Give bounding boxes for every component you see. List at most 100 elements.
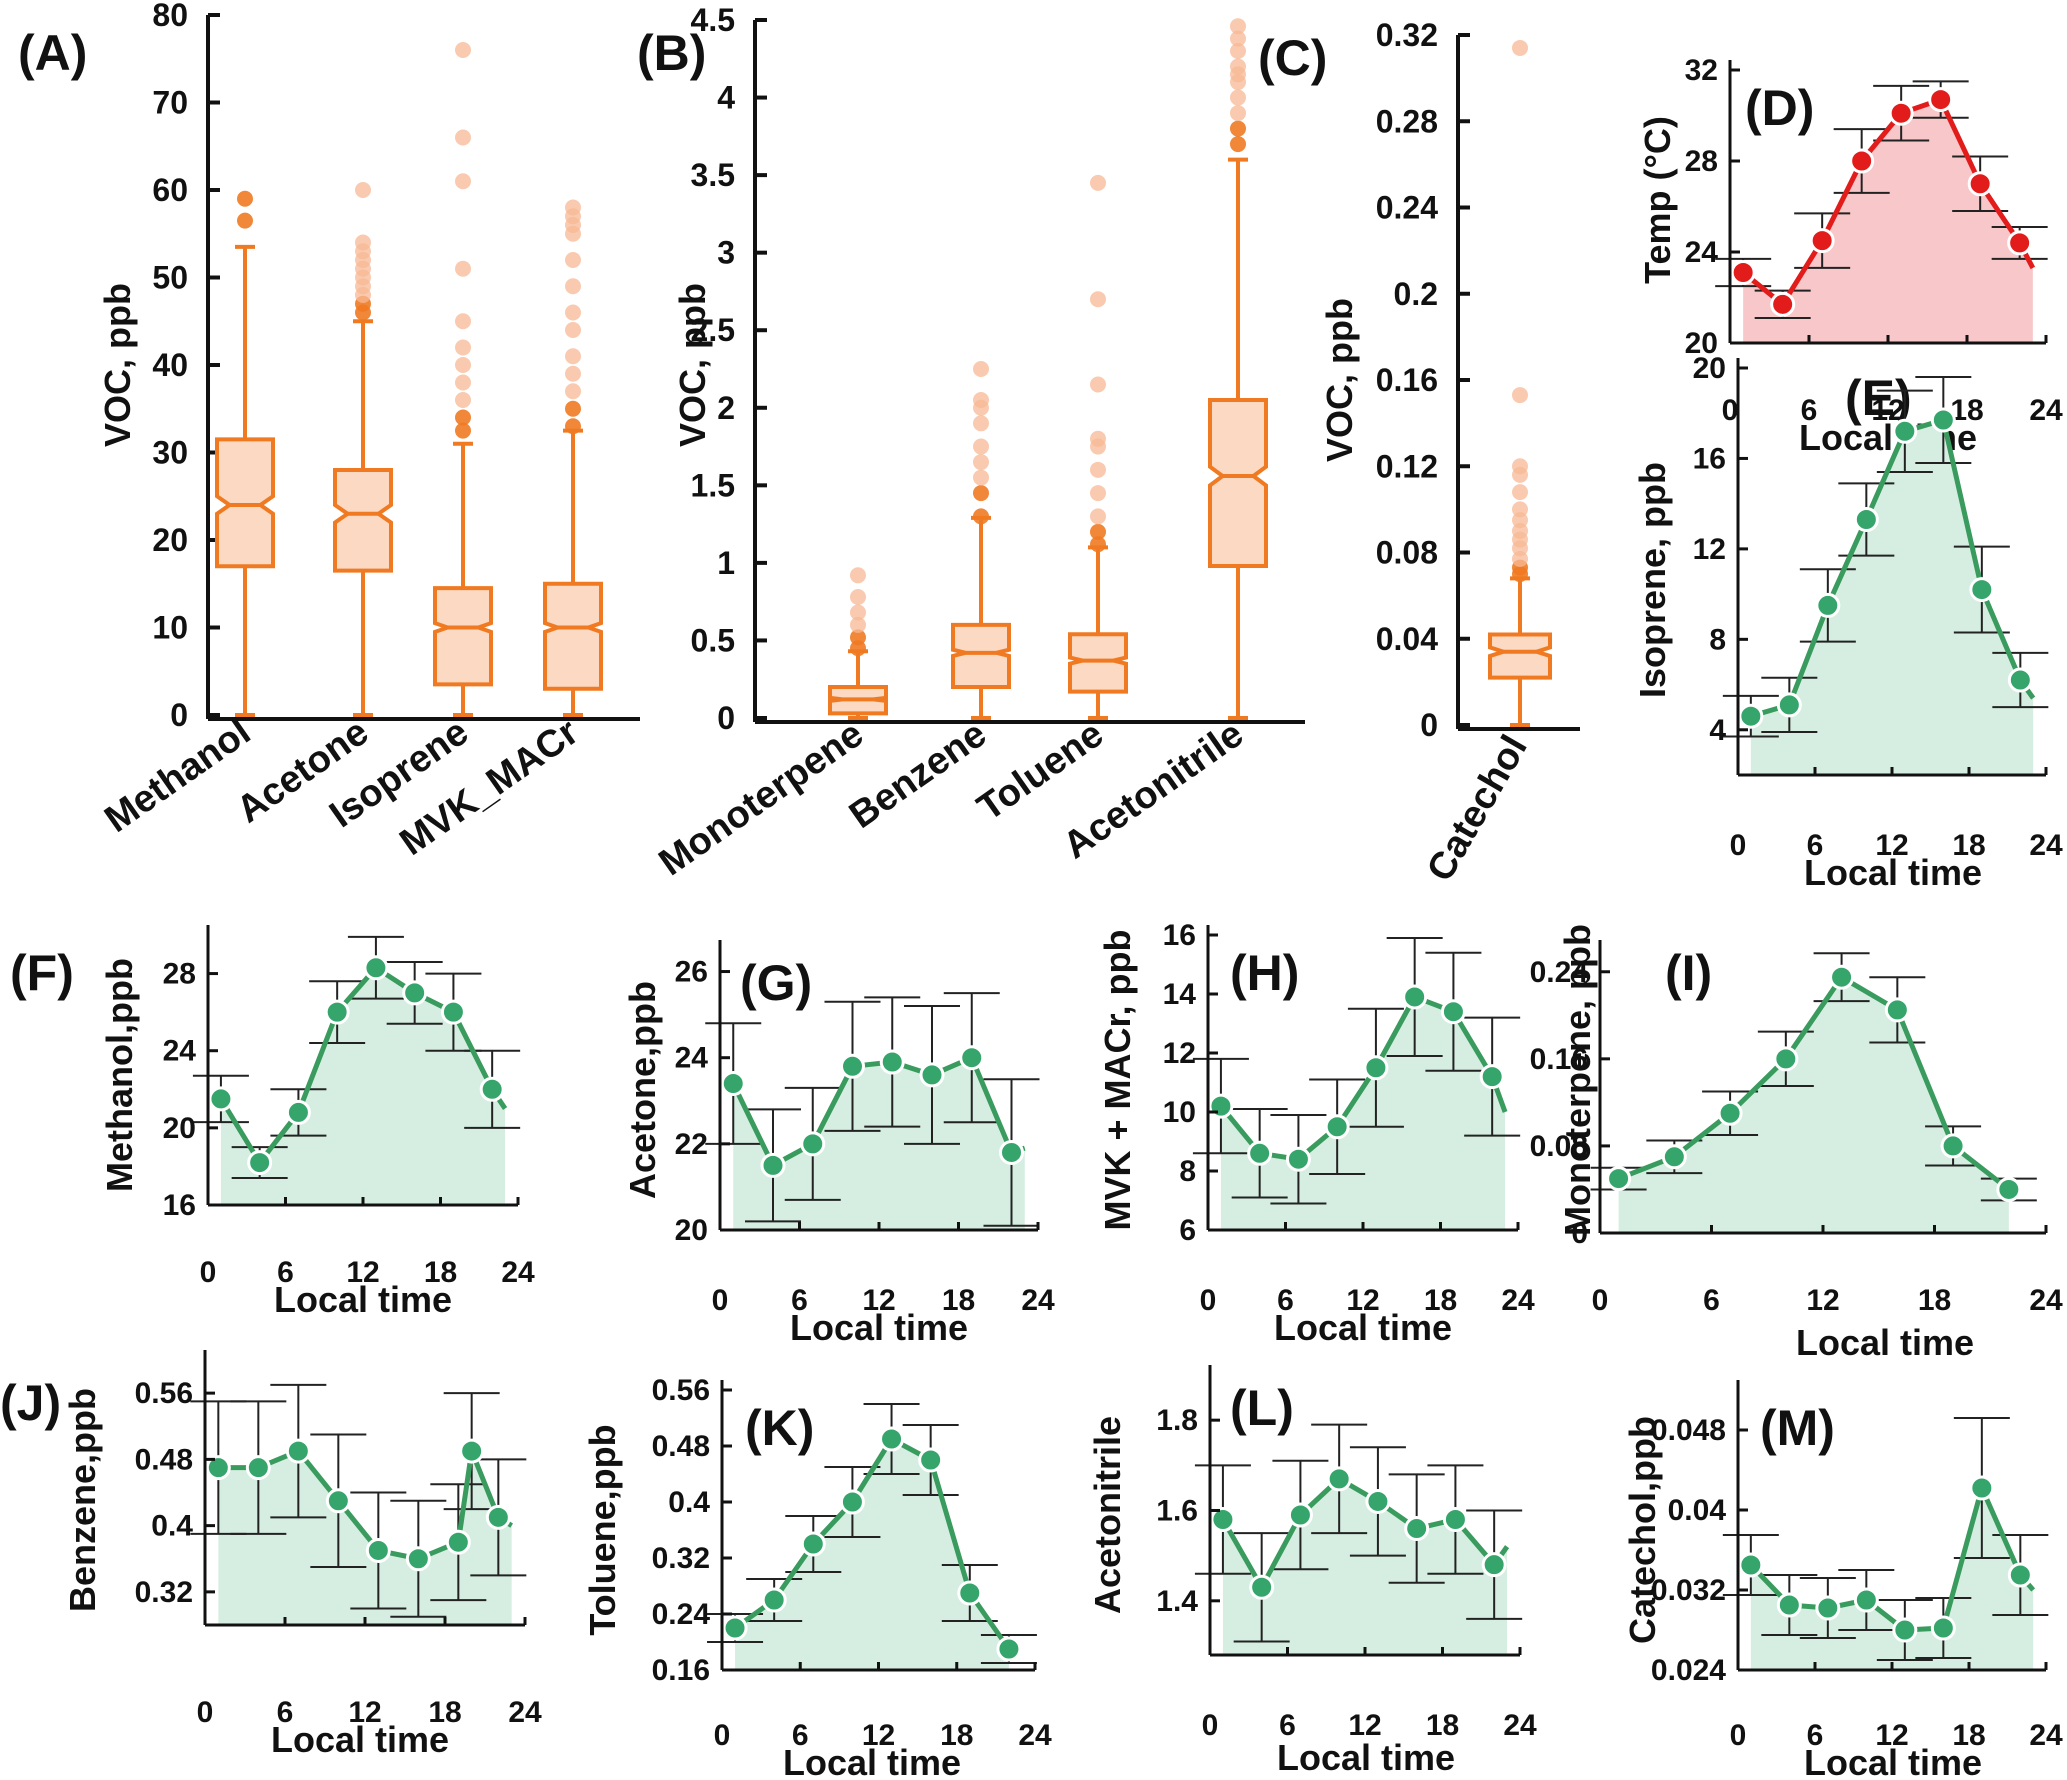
- y-tick-label: 0.08: [1530, 1130, 1588, 1163]
- box-benzene: [951, 361, 1011, 720]
- box-body: [951, 622, 1011, 689]
- data-point: [996, 1636, 1022, 1662]
- y-axis-label: Toluene,ppb: [582, 1424, 623, 1635]
- outlier-point: [1090, 485, 1106, 502]
- outlier-point: [1230, 136, 1246, 153]
- data-point: [1776, 1592, 1802, 1618]
- outlier-point: [1230, 105, 1246, 122]
- x-tick-label: 24: [508, 1696, 542, 1729]
- y-tick-label: 0.4: [151, 1510, 193, 1543]
- data-point: [1815, 1595, 1841, 1621]
- data-point: [1738, 1552, 1764, 1578]
- box-methanol: [215, 190, 275, 717]
- data-point: [2007, 667, 2033, 693]
- data-point: [247, 1150, 273, 1176]
- panel-label: (H): [1230, 945, 1299, 1001]
- y-tick-label: 6: [1179, 1214, 1196, 1247]
- x-axis-label: Local time: [790, 1307, 968, 1348]
- x-axis-label: Local time: [1804, 1742, 1982, 1780]
- x-tick-label: 0: [200, 1256, 217, 1289]
- outlier-point: [973, 508, 989, 525]
- y-tick-label: 16: [163, 1189, 196, 1222]
- data-point: [1287, 1502, 1313, 1528]
- panel-label: (B): [637, 25, 706, 81]
- x-tick-label: 0: [1200, 1284, 1217, 1317]
- y-tick-label: 22: [675, 1128, 708, 1161]
- panel-label: (G): [740, 955, 812, 1011]
- outlier-point: [565, 365, 581, 382]
- data-point: [1967, 171, 1993, 197]
- y-tick-label: 24: [675, 1042, 709, 1075]
- x-tick-label: 18: [428, 1696, 461, 1729]
- outlier-point: [1090, 376, 1106, 393]
- outlier-point: [1090, 430, 1106, 447]
- data-point: [959, 1045, 985, 1071]
- panel-j: (J) Benzene,ppb 0.32 0.4 0.48 0.56 0 6 12 18 24 Loc…: [0, 1350, 542, 1760]
- data-point: [485, 1504, 511, 1530]
- x-tick-label: 6: [1279, 1709, 1296, 1742]
- outlier-point: [973, 454, 989, 471]
- data-point: [879, 1426, 905, 1452]
- y-tick-label: 0.16: [1376, 362, 1438, 398]
- outlier-point: [1090, 174, 1106, 191]
- box-body: [333, 468, 393, 573]
- outlier-point: [565, 278, 581, 295]
- data-point: [1738, 703, 1764, 729]
- panel-label: (D): [1745, 80, 1814, 136]
- y-tick-label: 0.04: [1668, 1494, 1727, 1527]
- data-point: [402, 980, 428, 1006]
- panel-label: (E): [1845, 370, 1912, 426]
- y-axis-label: Temp (°C): [1637, 116, 1678, 284]
- outlier-point: [237, 212, 253, 229]
- outlier-point: [1230, 120, 1246, 137]
- x-axis-label: Local time: [274, 1279, 452, 1320]
- y-tick-label: 70: [152, 85, 188, 121]
- y-tick-label: 1.4: [1156, 1585, 1198, 1618]
- box-mvk-macr: [543, 199, 603, 717]
- data-point: [879, 1049, 905, 1075]
- data-point: [1892, 1617, 1918, 1643]
- data-point: [1326, 1466, 1352, 1492]
- x-tick-label: 18: [1918, 1284, 1951, 1317]
- panel-label: (I): [1665, 945, 1712, 1001]
- y-axis-label: Isoprene, ppb: [1632, 462, 1673, 698]
- box-acetone: [333, 182, 393, 717]
- y-tick-label: 40: [152, 347, 188, 383]
- data-point: [1442, 1507, 1468, 1533]
- y-tick-label: 26: [675, 956, 708, 989]
- x-tick-label: 24: [1503, 1709, 1537, 1742]
- outlier-point: [565, 304, 581, 321]
- x-tick-label: 12: [348, 1696, 381, 1729]
- data-point: [918, 1447, 944, 1473]
- outlier-point: [1230, 89, 1246, 106]
- x-tick-label: 18: [1424, 1284, 1457, 1317]
- y-tick-label: 0: [1420, 707, 1438, 743]
- y-tick-label: 8: [1709, 623, 1726, 656]
- y-axis-label: Methanol,ppb: [99, 958, 140, 1192]
- x-category-label: Monoterpene: [652, 713, 872, 884]
- data-point: [800, 1131, 826, 1157]
- outlier-point: [1230, 43, 1246, 60]
- x-tick-label: 12: [346, 1256, 379, 1289]
- outlier-point: [455, 173, 471, 190]
- outlier-point: [1090, 508, 1106, 525]
- x-axis-label: Local time: [1277, 1737, 1455, 1778]
- data-point: [2007, 230, 2033, 256]
- outlier-point: [973, 469, 989, 486]
- data-point: [325, 1488, 351, 1514]
- x-tick-label: 6: [277, 1696, 294, 1729]
- x-tick-label: 12: [862, 1284, 895, 1317]
- data-point: [1365, 1488, 1391, 1514]
- data-point: [761, 1587, 787, 1613]
- x-tick-label: 24: [1018, 1719, 1052, 1752]
- box-acetonitrile: [1208, 18, 1268, 720]
- panel-label: (M): [1760, 1400, 1835, 1456]
- data-point: [839, 1489, 865, 1515]
- x-tick-label: 6: [277, 1256, 294, 1289]
- y-tick-label: 1: [717, 545, 735, 581]
- data-point: [1730, 259, 1756, 285]
- x-tick-label: 6: [1277, 1284, 1294, 1317]
- y-tick-label: 0.048: [1651, 1414, 1726, 1447]
- data-point: [1481, 1552, 1507, 1578]
